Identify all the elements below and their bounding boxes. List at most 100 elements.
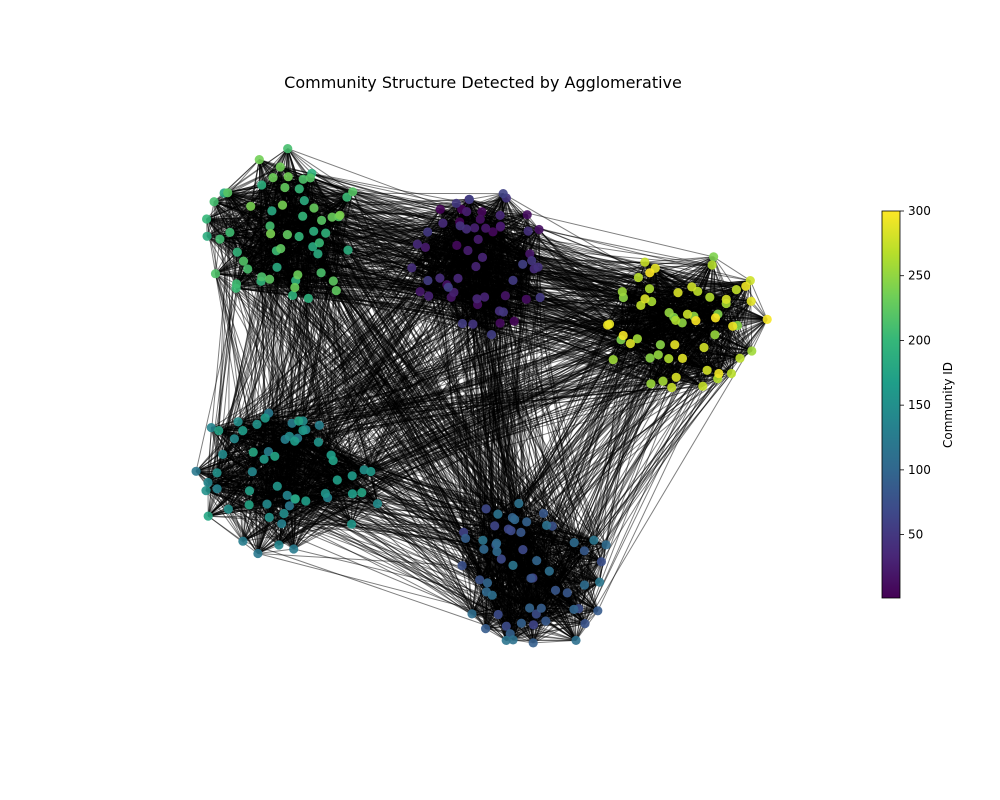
graph-edge bbox=[206, 218, 216, 274]
graph-edge bbox=[546, 525, 577, 641]
graph-edge bbox=[207, 455, 276, 517]
graph-edge bbox=[227, 232, 231, 510]
graph-edge bbox=[551, 369, 708, 527]
graph-edge bbox=[298, 420, 372, 472]
graph-edge bbox=[512, 584, 585, 641]
graph-edge bbox=[280, 191, 354, 249]
graph-edge bbox=[215, 233, 271, 275]
graph-edge bbox=[512, 525, 547, 566]
graph-edge bbox=[227, 192, 271, 280]
graph-edge bbox=[305, 500, 352, 525]
graph-edge bbox=[249, 440, 296, 492]
graph-edge bbox=[512, 539, 595, 566]
graph-edge bbox=[363, 347, 705, 471]
graph-edge bbox=[512, 564, 600, 583]
graph-edge bbox=[278, 503, 378, 546]
graph-edge bbox=[213, 201, 237, 285]
graph-edge bbox=[269, 279, 276, 457]
graph-edge bbox=[213, 201, 216, 274]
graph-edge bbox=[294, 440, 363, 493]
graph-edge bbox=[496, 551, 585, 586]
graph-edge bbox=[205, 490, 229, 510]
graph-edge bbox=[270, 233, 296, 288]
graph-edge bbox=[227, 191, 353, 194]
graph-edge bbox=[274, 456, 296, 500]
graph-edge bbox=[281, 503, 378, 525]
graph-edge bbox=[215, 273, 244, 431]
graph-edge bbox=[287, 148, 353, 193]
graph-edge bbox=[468, 193, 504, 200]
graph-edge bbox=[207, 515, 244, 542]
graph-edge bbox=[215, 268, 248, 275]
graph-edge bbox=[491, 551, 498, 596]
graph-edge bbox=[216, 472, 296, 500]
graph-edge bbox=[298, 217, 333, 422]
graph-edge bbox=[261, 276, 672, 388]
graph-edge bbox=[287, 176, 333, 218]
graph-edge bbox=[205, 471, 371, 492]
graph-edge bbox=[207, 472, 218, 517]
graph-edge bbox=[248, 267, 278, 505]
graph-edge bbox=[512, 581, 600, 641]
graph-edge bbox=[208, 515, 270, 518]
graph-edge bbox=[491, 594, 522, 624]
graph-edge bbox=[469, 198, 714, 258]
graph-edge bbox=[593, 373, 732, 541]
graph-edge bbox=[250, 206, 296, 288]
graph-edge bbox=[377, 503, 514, 566]
graph-edge bbox=[256, 373, 719, 425]
graph-edge bbox=[216, 472, 250, 492]
graph-edge bbox=[250, 206, 271, 280]
graph-edge bbox=[261, 276, 623, 293]
graph-edge bbox=[250, 187, 286, 207]
graph-edge bbox=[215, 273, 304, 431]
graph-edge bbox=[361, 492, 507, 641]
graph-edge bbox=[228, 508, 280, 546]
graph-edge bbox=[242, 292, 679, 432]
graph-edge bbox=[305, 479, 338, 502]
graph-edge bbox=[274, 455, 362, 494]
graph-edge bbox=[278, 497, 328, 546]
graph-edge bbox=[269, 278, 334, 282]
graph-edge bbox=[227, 192, 299, 276]
graph-edge bbox=[268, 451, 473, 615]
graph-edge bbox=[505, 581, 600, 641]
graph-edge bbox=[294, 290, 337, 499]
graph-edge bbox=[269, 278, 337, 292]
graph-edge bbox=[297, 274, 337, 292]
graph-edge bbox=[208, 492, 362, 517]
graph-edge bbox=[278, 523, 352, 546]
graph-edge bbox=[574, 542, 607, 546]
graph-edge bbox=[332, 280, 353, 476]
chart-title: Community Structure Detected by Agglomer… bbox=[284, 73, 682, 92]
graph-edge bbox=[351, 493, 353, 525]
graph-edge bbox=[294, 440, 338, 481]
graph-edge bbox=[583, 550, 601, 583]
graph-edge bbox=[274, 454, 332, 457]
graph-edge bbox=[219, 238, 304, 422]
graph-edge bbox=[297, 274, 623, 293]
graph-edge bbox=[514, 519, 577, 641]
graph-edge bbox=[215, 239, 221, 274]
network-graph bbox=[191, 144, 772, 648]
graph-edge bbox=[497, 513, 600, 583]
graph-edge bbox=[442, 193, 504, 224]
graph-edge bbox=[337, 359, 614, 481]
graph-edge bbox=[214, 187, 285, 203]
graph-edge bbox=[297, 207, 315, 276]
graph-edge bbox=[263, 280, 334, 460]
graph-edge bbox=[215, 207, 315, 275]
graph-edge bbox=[263, 458, 352, 525]
graph-edge bbox=[287, 148, 348, 198]
graph-edge bbox=[227, 508, 244, 542]
graph-edge bbox=[258, 159, 271, 280]
graph-edge bbox=[305, 357, 651, 502]
graph-edge bbox=[248, 373, 719, 506]
graph-edge bbox=[227, 166, 281, 194]
graph-edge bbox=[208, 383, 652, 517]
graph-edge bbox=[287, 234, 624, 336]
graph-edge bbox=[257, 548, 294, 554]
graph-edge bbox=[287, 148, 313, 174]
